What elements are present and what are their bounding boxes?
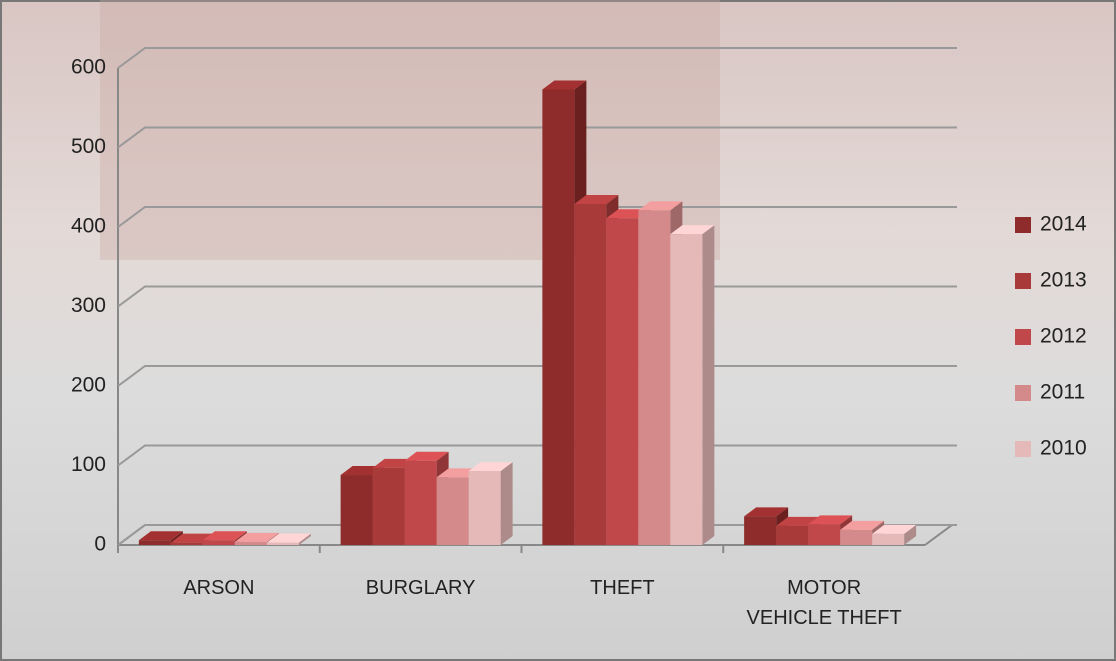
bar: [436, 477, 469, 545]
bar: [266, 542, 299, 545]
bar: [744, 516, 777, 545]
legend-label: 2011: [1040, 381, 1085, 404]
bar-top: [542, 80, 587, 90]
bar-top: [808, 515, 853, 525]
bar: [202, 540, 235, 545]
y-tick-label: 600: [71, 56, 106, 79]
bar: [170, 542, 203, 545]
bar-top: [872, 524, 917, 534]
bar: [138, 540, 171, 545]
bar-top: [468, 462, 513, 472]
x-tick-label: MOTOR VEHICLE THEFT: [746, 577, 902, 629]
bar-top: [202, 531, 247, 541]
bar: [574, 203, 607, 545]
bar: [638, 210, 671, 545]
bar-side: [500, 462, 513, 545]
y-tick-label: 200: [71, 374, 106, 397]
bar: [340, 475, 373, 545]
bar-top: [234, 532, 279, 542]
bar-top: [638, 201, 683, 211]
x-tick-label: ARSON: [183, 577, 255, 599]
bar: [372, 467, 405, 545]
x-tick-label: BURGLARY: [365, 577, 476, 599]
bar: [670, 234, 703, 545]
axis-line: [924, 524, 953, 546]
bar: [234, 541, 267, 545]
bar: [606, 218, 639, 545]
grid-line: [117, 285, 957, 308]
bar-top: [670, 225, 715, 235]
legend-swatch: [1015, 329, 1031, 345]
grid-line: [117, 126, 957, 149]
x-tick-label: THEFT: [590, 577, 655, 599]
bar: [872, 533, 905, 545]
legend-label: 2013: [1040, 269, 1087, 292]
bar-side: [904, 524, 917, 545]
y-tick-label: 400: [71, 215, 106, 238]
bar: [404, 460, 437, 545]
y-tick-label: 300: [71, 294, 106, 317]
bar: [840, 529, 873, 545]
y-tick-label: 100: [71, 453, 106, 476]
legend-swatch: [1015, 385, 1031, 401]
bar: [776, 525, 809, 545]
y-tick-label: 500: [71, 135, 106, 158]
legend-swatch: [1015, 217, 1031, 233]
bar-top: [138, 531, 183, 541]
legend-label: 2012: [1040, 325, 1087, 348]
legend-swatch: [1015, 441, 1031, 457]
bar-top: [266, 533, 311, 543]
bar-side: [298, 533, 311, 545]
bar: [468, 471, 501, 545]
bar-side: [702, 225, 715, 545]
bar-top: [840, 520, 885, 530]
grid-line: [117, 206, 957, 228]
legend-label: 2010: [1040, 437, 1087, 460]
legend-label: 2014: [1040, 213, 1087, 236]
grid-line: [117, 444, 957, 467]
bar-top: [574, 194, 619, 204]
legend-swatch: [1015, 273, 1031, 289]
bar-top: [404, 451, 449, 461]
grid-line: [117, 365, 957, 387]
grid-line: [117, 47, 957, 69]
bar: [808, 524, 841, 545]
y-tick-label: 0: [94, 533, 106, 556]
bar-top: [744, 507, 789, 517]
bar: [542, 89, 575, 545]
